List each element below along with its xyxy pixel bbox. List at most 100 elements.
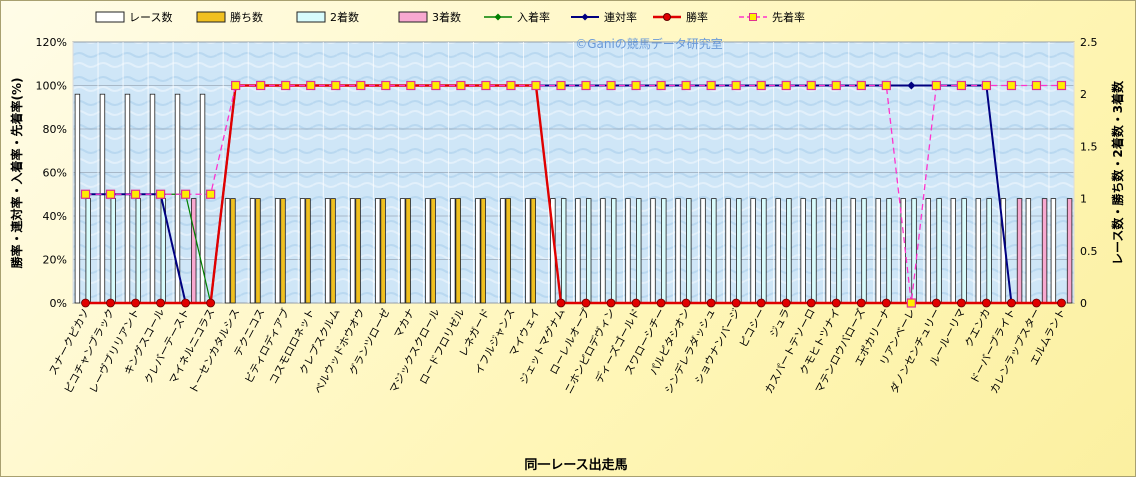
legend-swatch	[196, 11, 226, 23]
point-勝率	[831, 298, 841, 308]
point-勝率	[881, 298, 891, 308]
point-勝率	[631, 298, 641, 308]
point-先着率	[431, 80, 441, 91]
category-label: マカナ	[392, 307, 417, 340]
bar-勝ち数	[480, 198, 486, 304]
point-先着率	[105, 189, 116, 199]
axis-ticks: 0% 20% 40% 60% 80% 100% 120% 0 0.5 1 1.5 2 2.5	[36, 36, 1098, 310]
point-先着率	[531, 80, 541, 91]
point-勝率	[156, 298, 165, 308]
bar-レース数	[425, 198, 431, 304]
bar-勝ち数	[330, 198, 336, 304]
point-勝率	[1007, 298, 1016, 308]
line-先着率	[85, 84, 1062, 304]
right-tick-label: 1	[1080, 193, 1087, 206]
bar-レース数	[299, 198, 306, 304]
bar-2着数	[611, 198, 617, 304]
bar-2着数	[135, 198, 141, 304]
point-勝率	[606, 298, 616, 308]
right-tick-label: 0	[1080, 297, 1087, 310]
bar-レース数	[775, 198, 781, 304]
bar-レース数	[725, 198, 731, 304]
legend-marker	[494, 13, 502, 21]
point-先着率	[981, 80, 992, 91]
point-勝率	[956, 298, 966, 308]
bar-2着数	[761, 198, 767, 304]
point-先着率	[181, 189, 191, 199]
bar-レース数	[1050, 198, 1057, 304]
point-先着率	[906, 298, 916, 308]
point-勝率	[81, 298, 90, 308]
bar-レース数	[375, 198, 381, 304]
point-勝率	[756, 298, 766, 308]
bar-勝ち数	[230, 198, 236, 304]
point-勝率	[1057, 298, 1066, 308]
point-先着率	[506, 80, 516, 91]
point-先着率	[706, 80, 716, 91]
bar-レース数	[249, 198, 256, 304]
left-tick-label: 120%	[36, 36, 67, 49]
legend-label: 先着率	[772, 10, 805, 24]
gridlines	[72, 41, 1075, 304]
left-tick-label: 0%	[50, 297, 67, 310]
category-labels: スナークピカソピコチャンブラックレーヴブリリアントキングスコールクレバーテースト…	[47, 306, 1068, 396]
legend-label: 3着数	[432, 10, 461, 24]
bar-2着数	[961, 198, 967, 304]
bar-3着数	[1066, 198, 1073, 304]
legend-swatch	[95, 11, 125, 23]
bar-勝ち数	[505, 198, 511, 304]
point-勝率	[181, 298, 191, 308]
bar-2着数	[936, 198, 942, 304]
point-先着率	[731, 80, 741, 91]
left-axis-label: 勝率・連対率・入着率・先着率(%)	[9, 78, 24, 269]
legend-label: レース数	[129, 11, 172, 24]
bar-2着数	[686, 198, 692, 304]
point-先着率	[1031, 80, 1042, 91]
point-先着率	[781, 80, 791, 91]
left-tick-label: 40%	[43, 210, 67, 223]
legend: レース数 勝ち数 2着数 3着数 入着率 連対率 勝率 先着率	[95, 10, 805, 24]
watermark: ©Ganiの競馬データ研究室	[575, 36, 723, 51]
bar-勝ち数	[405, 198, 411, 304]
bar-2着数	[811, 198, 817, 304]
bar-2着数	[711, 198, 717, 304]
point-先着率	[481, 80, 491, 91]
line-勝率	[85, 84, 1062, 305]
legend-label: 勝率	[686, 10, 708, 24]
point-先着率	[1056, 80, 1067, 91]
bar-2着数	[636, 198, 642, 304]
point-先着率	[681, 80, 691, 91]
bar-レース数	[324, 198, 331, 304]
legend-swatch	[296, 11, 326, 23]
bar-レース数	[875, 198, 881, 304]
point-勝率	[731, 298, 741, 308]
bar-レース数	[525, 198, 531, 304]
bar-勝ち数	[280, 198, 286, 304]
bar-レース数	[149, 93, 156, 304]
bar-レース数	[1025, 198, 1032, 304]
bar-レース数	[925, 198, 931, 304]
legend-label: 入着率	[517, 10, 550, 24]
point-勝率	[1032, 298, 1041, 308]
legend-label: 連対率	[604, 10, 637, 24]
legend-marker	[749, 13, 757, 21]
right-tick-label: 0.5	[1080, 245, 1098, 258]
bars	[74, 93, 1073, 304]
point-先着率	[80, 189, 91, 199]
bar-レース数	[349, 198, 356, 304]
bar-2着数	[786, 198, 792, 304]
point-先着率	[1006, 80, 1017, 91]
bar-2着数	[736, 198, 742, 304]
point-勝率	[681, 298, 691, 308]
point-勝率	[206, 298, 216, 308]
bar-レース数	[600, 198, 606, 304]
point-先着率	[806, 80, 816, 91]
point-連対率	[907, 81, 916, 90]
bar-レース数	[575, 198, 581, 304]
rate-lines	[80, 80, 1067, 308]
point-先着率	[306, 80, 316, 91]
bar-2着数	[661, 198, 667, 304]
bar-レース数	[500, 198, 506, 304]
bar-レース数	[975, 198, 982, 304]
